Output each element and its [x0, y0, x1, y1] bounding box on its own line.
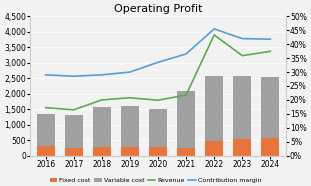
Bar: [149, 147, 167, 156]
Bar: [149, 109, 167, 147]
Bar: [177, 148, 195, 156]
Bar: [233, 76, 251, 139]
Bar: [36, 114, 55, 146]
Revenue: [184, 94, 188, 96]
Bar: [36, 146, 55, 156]
Revenue: [240, 54, 244, 57]
Contribution margin: [240, 38, 244, 40]
Contribution margin: [100, 74, 104, 76]
Bar: [261, 138, 280, 156]
Contribution margin: [44, 74, 48, 76]
Line: Revenue: Revenue: [46, 35, 270, 110]
Contribution margin: [128, 71, 132, 73]
Revenue: [44, 107, 48, 109]
Contribution margin: [268, 38, 272, 40]
Title: Operating Profit: Operating Profit: [114, 4, 202, 14]
Contribution margin: [156, 61, 160, 63]
Bar: [121, 147, 139, 156]
Bar: [177, 91, 195, 148]
Bar: [93, 147, 111, 156]
Revenue: [128, 97, 132, 99]
Bar: [261, 77, 280, 138]
Contribution margin: [212, 28, 216, 30]
Bar: [65, 115, 83, 148]
Revenue: [268, 50, 272, 52]
Contribution margin: [72, 75, 76, 77]
Line: Contribution margin: Contribution margin: [46, 29, 270, 76]
Revenue: [72, 109, 76, 111]
Bar: [93, 107, 111, 147]
Bar: [205, 141, 223, 156]
Bar: [65, 148, 83, 156]
Bar: [233, 139, 251, 156]
Revenue: [212, 34, 216, 36]
Bar: [121, 106, 139, 147]
Revenue: [100, 99, 104, 101]
Legend: Fixed cost, Variable cost, Revenue, Contribution margin: Fixed cost, Variable cost, Revenue, Cont…: [50, 177, 261, 183]
Contribution margin: [184, 53, 188, 55]
Bar: [205, 76, 223, 141]
Revenue: [156, 99, 160, 101]
